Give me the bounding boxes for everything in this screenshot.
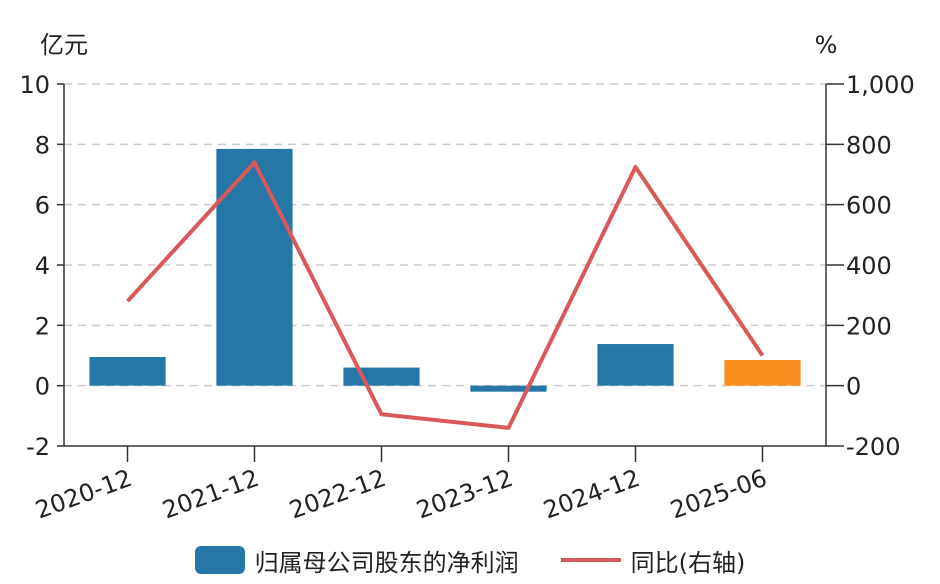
right-tick-label: 400 <box>846 252 892 280</box>
legend-label-net-profit: 归属母公司股东的净利润 <box>254 548 519 577</box>
bar-series <box>89 148 801 392</box>
right-tick-label: 0 <box>846 373 861 401</box>
bar <box>597 344 674 386</box>
left-tick-label: -2 <box>26 433 50 461</box>
x-tick-label: 2025-06 <box>667 464 771 525</box>
x-tick-label: 2024-12 <box>540 464 644 525</box>
x-tick-label: 2020-12 <box>32 464 136 525</box>
legend-bar-swatch <box>194 546 245 574</box>
right-tick-label: 200 <box>846 312 892 340</box>
right-tick-label: 600 <box>846 192 892 220</box>
bar <box>470 385 547 392</box>
axis-labels: -2 0 2 4 6 8 10 -200 0 200 400 600 800 1,000 2020-12 20… <box>19 71 914 524</box>
bar <box>216 148 293 386</box>
chart: -2 0 2 4 6 8 10 -200 0 200 400 600 800 1,000 2020-12 20… <box>19 31 914 524</box>
right-tick-label: 1,000 <box>846 71 915 99</box>
left-tick-label: 8 <box>35 131 50 159</box>
left-tick-label: 4 <box>35 252 50 280</box>
left-tick-label: 10 <box>19 71 50 99</box>
line-series <box>126 160 765 430</box>
bar <box>724 360 801 386</box>
left-tick-label: 0 <box>35 373 50 401</box>
axes <box>57 83 844 462</box>
legend: 归属母公司股东的净利润 同比(右轴) <box>0 540 940 580</box>
grid-lines <box>64 83 826 387</box>
bar <box>343 367 420 386</box>
right-tick-label: -200 <box>846 433 900 461</box>
x-tick-label: 2023-12 <box>413 464 517 525</box>
legend-item-net-profit[interactable]: 归属母公司股东的净利润 <box>194 543 519 578</box>
legend-label-yoy: 同比(右轴) <box>630 548 746 577</box>
right-axis-unit: % <box>815 31 838 59</box>
left-tick-label: 2 <box>35 312 50 340</box>
legend-item-yoy[interactable]: 同比(右轴) <box>560 543 746 578</box>
x-tick-label: 2021-12 <box>159 464 263 525</box>
left-tick-label: 6 <box>35 192 50 220</box>
yoy-line <box>126 160 765 430</box>
legend-line-swatch <box>560 558 621 562</box>
left-axis-unit: 亿元 <box>40 31 88 59</box>
bar <box>89 357 166 386</box>
right-tick-label: 800 <box>846 131 892 159</box>
x-tick-label: 2022-12 <box>286 464 390 525</box>
